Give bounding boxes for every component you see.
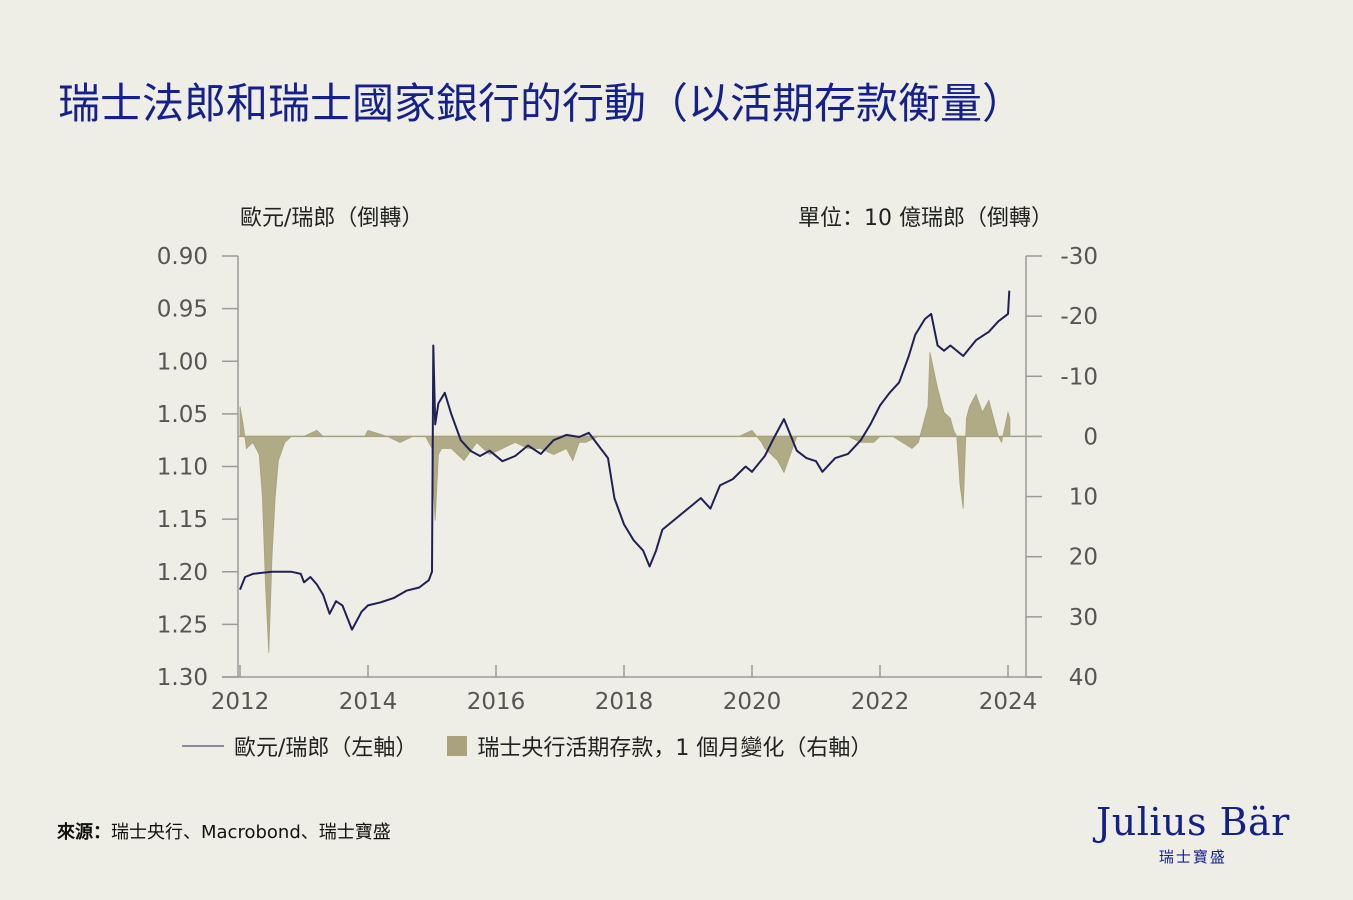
x-tick-label: 2016 [467, 689, 526, 715]
deposits-area-series [239, 352, 1011, 653]
left-tick-label: 1.05 [157, 402, 208, 428]
source-note: 來源：瑞士央行、Macrobond、瑞士寶盛 [57, 818, 391, 844]
eurchf-line [239, 290, 1011, 631]
eurchf-line-series [239, 290, 1011, 631]
deposits-area [239, 352, 1011, 653]
right-tick-label: -20 [1060, 304, 1098, 330]
left-tick-label: 1.15 [157, 507, 208, 533]
tick-labels: 0.90 0.95 1.00 1.05 1.10 1.15 1.20 1.25 1.30 -30 -… [157, 244, 1098, 715]
source-prefix: 來源： [57, 822, 111, 843]
left-tick-label: 0.95 [157, 297, 208, 323]
source-text: 瑞士央行、Macrobond、瑞士寶盛 [111, 822, 391, 843]
right-tick-label: -30 [1060, 244, 1098, 270]
x-tick-label: 2024 [979, 689, 1038, 715]
x-tick-label: 2020 [723, 689, 782, 715]
right-tick-label: 0 [1083, 424, 1098, 450]
legend-area-swatch [447, 736, 468, 756]
legend-line-label: 歐元/瑞郎（左軸） [234, 736, 418, 761]
right-tick-label: 20 [1069, 545, 1098, 571]
left-axis-title: 歐元/瑞郎（倒轉） [240, 206, 424, 231]
legend-area-label: 瑞士央行活期存款，1 個月變化（右軸） [477, 736, 873, 761]
legend-line-swatch [182, 745, 224, 747]
x-tick-label: 2018 [595, 689, 654, 715]
left-tick-label: 1.30 [157, 665, 208, 691]
x-tick-label: 2014 [339, 689, 398, 715]
julius-baer-logo: Julius Bär 瑞士寶盛 [1096, 800, 1290, 867]
right-tick-label: -10 [1060, 364, 1098, 390]
x-tick-label: 2012 [211, 689, 270, 715]
logo-sub: 瑞士寶盛 [1158, 848, 1227, 866]
right-tick-label: 30 [1069, 605, 1098, 631]
x-tick-label: 2022 [851, 689, 910, 715]
right-axis-title: 單位：10 億瑞郎（倒轉） [798, 206, 1053, 231]
right-tick-label: 40 [1069, 665, 1098, 691]
left-tick-label: 0.90 [157, 244, 208, 270]
chart-title: 瑞士法郎和瑞士國家銀行的行動（以活期存款衡量） [58, 79, 1025, 128]
logo-brand: Julius Bär [1096, 800, 1290, 844]
right-tick-label: 10 [1069, 485, 1098, 511]
left-tick-label: 1.20 [157, 560, 208, 586]
left-tick-label: 1.25 [157, 612, 208, 638]
left-tick-label: 1.00 [157, 349, 208, 375]
legend: 歐元/瑞郎（左軸） 瑞士央行活期存款，1 個月變化（右軸） [182, 730, 872, 762]
left-tick-label: 1.10 [157, 455, 208, 481]
